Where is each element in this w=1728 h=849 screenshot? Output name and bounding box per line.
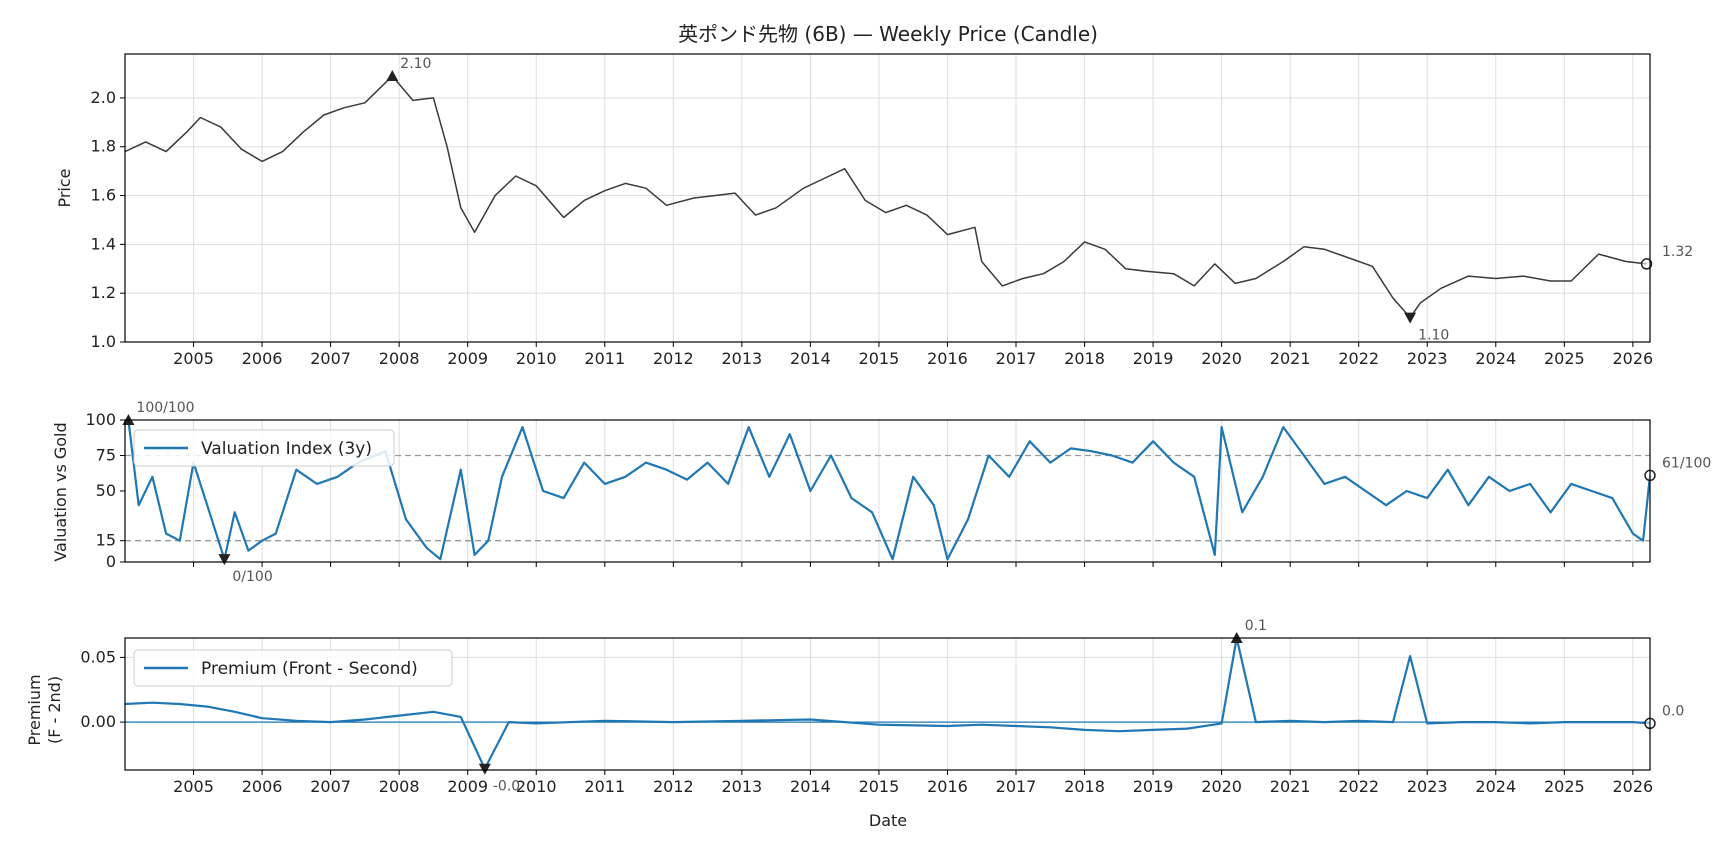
valuation-line (127, 419, 1652, 561)
valuation-legend: Valuation Index (3y) (133, 429, 395, 467)
x-tick-label: 2016 (927, 777, 968, 796)
x-tick-label: 2015 (859, 777, 900, 796)
x-tick-label: 2008 (379, 349, 420, 368)
x-tick-label: 2008 (379, 777, 420, 796)
chart-title: 英ポンド先物 (6B) — Weekly Price (Candle) (678, 22, 1098, 46)
x-tick-label: 2016 (927, 349, 968, 368)
x-tick-label: 2018 (1064, 349, 1105, 368)
price-ylabel: Price (55, 168, 74, 207)
valuation-max-label: 100/100 (136, 400, 194, 416)
x-tick-label: 2006 (242, 349, 283, 368)
x-tick-label: 2024 (1475, 349, 1516, 368)
x-tick-label: 2014 (790, 777, 831, 796)
y-tick-label: 1.0 (91, 332, 116, 351)
x-tick-label: 2014 (790, 349, 831, 368)
x-tick-label: 2018 (1064, 777, 1105, 796)
x-tick-label: 2007 (310, 349, 351, 368)
premium-line (124, 636, 1651, 770)
y-tick-label: 1.2 (91, 283, 116, 302)
premium-min-label: -0.0 (493, 779, 520, 795)
x-tick-label: 2022 (1338, 777, 1379, 796)
x-tick-label: 2019 (1133, 777, 1174, 796)
y-tick-label: 100 (85, 410, 116, 429)
premium-ylabel-line2: (F - 2nd) (45, 676, 64, 744)
premium-max-label: 0.1 (1245, 618, 1267, 634)
x-tick-label: 2013 (721, 349, 762, 368)
y-tick-label: 0.05 (80, 647, 116, 666)
x-tick-label: 2023 (1407, 777, 1448, 796)
premium-ylabel-line1: Premium (25, 674, 44, 745)
y-tick-label: 0 (106, 552, 116, 571)
x-tick-label: 2023 (1407, 349, 1448, 368)
min-marker (218, 554, 231, 566)
x-tick-label: 2006 (242, 777, 283, 796)
x-tick-label: 2020 (1201, 349, 1242, 368)
x-tick-label: 2019 (1133, 349, 1174, 368)
x-tick-label: 2005 (173, 349, 214, 368)
y-tick-label: 15 (96, 531, 116, 550)
price-max-label: 2.10 (400, 56, 431, 72)
x-tick-label: 2026 (1613, 349, 1654, 368)
x-tick-label: 2025 (1544, 777, 1585, 796)
premium-frame (124, 637, 1651, 771)
x-tick-label: 2005 (173, 777, 214, 796)
valuation-ylabel: Valuation vs Gold (51, 422, 70, 561)
x-tick-label: 2024 (1475, 777, 1516, 796)
premium-panel: 2005 2006 2007 2008 2009 2010 2011 2012 2013 2014… (25, 618, 1684, 830)
y-tick-label: 0.00 (80, 712, 116, 731)
x-tick-label: 2026 (1613, 777, 1654, 796)
x-tick-label: 2015 (859, 349, 900, 368)
min-marker (1404, 312, 1417, 324)
y-tick-label: 1.4 (91, 234, 116, 253)
x-tick-label: 2013 (721, 777, 762, 796)
x-tick-label: 2020 (1201, 777, 1242, 796)
valuation-last-label: 61/100 (1662, 455, 1711, 471)
x-tick-label: 2009 (447, 777, 488, 796)
x-tick-label: 2011 (584, 777, 625, 796)
x-tick-label: 2009 (447, 349, 488, 368)
price-min-label: 1.10 (1418, 328, 1449, 344)
x-tick-label: 2021 (1270, 349, 1311, 368)
price-panel: 2005 2006 2007 2008 2009 2010 2011 2012 2013 2014… (55, 53, 1693, 368)
valuation-frame (124, 419, 1651, 563)
max-marker (386, 69, 399, 81)
premium-legend: Premium (Front - Second) (133, 649, 453, 687)
price-frame (124, 53, 1651, 343)
valuation-min-label: 0/100 (232, 569, 272, 585)
x-tick-label: 2022 (1338, 349, 1379, 368)
premium-last-label: 0.0 (1662, 703, 1684, 719)
price-line (124, 75, 1647, 319)
y-tick-label: 1.8 (91, 137, 116, 156)
x-tick-label: 2025 (1544, 349, 1585, 368)
x-tick-label: 2012 (653, 777, 694, 796)
y-tick-label: 75 (96, 446, 116, 465)
last-marker (1640, 258, 1653, 270)
premium-legend-label: Premium (Front - Second) (201, 659, 418, 679)
y-tick-label: 2.0 (91, 88, 116, 107)
valuation-panel: 0 15 50 75 100 Valuation vs Gold Valuation I… (51, 400, 1711, 585)
x-tick-label: 2017 (996, 349, 1037, 368)
x-tick-label: 2007 (310, 777, 351, 796)
x-tick-label: 2021 (1270, 777, 1311, 796)
x-tick-label: 2011 (584, 349, 625, 368)
valuation-legend-label: Valuation Index (3y) (201, 439, 372, 459)
x-tick-label: 2010 (516, 349, 557, 368)
premium-xlabel: Date (869, 811, 907, 830)
min-marker (478, 763, 491, 775)
y-tick-label: 50 (96, 481, 116, 500)
x-tick-label: 2010 (516, 777, 557, 796)
price-last-label: 1.32 (1662, 244, 1693, 260)
x-tick-label: 2017 (996, 777, 1037, 796)
y-tick-label: 1.6 (91, 186, 116, 205)
x-tick-label: 2012 (653, 349, 694, 368)
